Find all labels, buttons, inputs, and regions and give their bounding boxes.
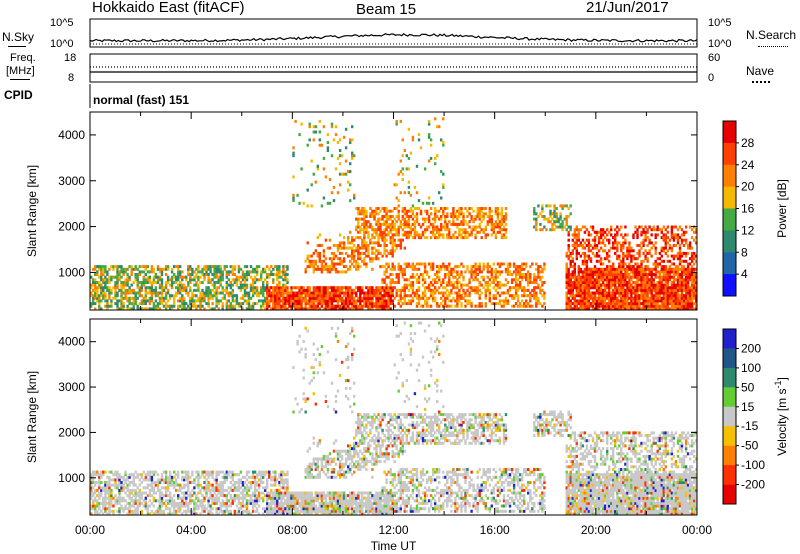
power-colorbar-swatch <box>723 186 736 209</box>
velocity-colorbar-frame <box>722 328 737 505</box>
xtick-label: 00:00 <box>75 523 105 537</box>
nsky-legend-line <box>8 46 26 47</box>
nsearch-tick-top: 10^5 <box>708 17 732 29</box>
velocity-colorbar-swatch <box>723 426 736 446</box>
freq-panel-frame <box>89 53 698 83</box>
colorbar-tick-label: -200 <box>741 478 765 492</box>
nsky-tick-bottom: 10^0 <box>50 38 74 50</box>
cpid-mode: normal (fast) 151 <box>93 93 190 107</box>
xtick-label: 20:00 <box>581 523 611 537</box>
colorbar-tick-label: 12 <box>741 223 755 237</box>
velocity-colorbar-swatch <box>723 484 736 505</box>
xtick-label: 16:00 <box>480 523 510 537</box>
freq-legend-line <box>10 79 30 80</box>
power-ylabel: Slant Range [km] <box>25 165 39 257</box>
velocity-colorbar-swatch <box>723 465 736 485</box>
nave-legend-line <box>752 81 770 83</box>
colorbar-tick-label: 50 <box>741 380 755 394</box>
ytick-label: 3000 <box>58 174 85 188</box>
freq-unit-label: [MHz] <box>6 65 35 77</box>
power-colorbar-swatch <box>723 274 736 297</box>
power-colorbar-swatch <box>723 121 736 144</box>
nsearch-label: N.Search <box>746 28 797 42</box>
power-heatmap <box>90 117 698 311</box>
nsky-panel-frame <box>89 18 698 48</box>
colorbar-tick-label: -15 <box>741 419 759 433</box>
power-colorbar-swatch <box>723 164 736 187</box>
ytick-label: 2000 <box>58 425 85 439</box>
nave-label: Nave <box>746 64 775 78</box>
nsearch-legend-line <box>758 46 788 47</box>
xtick-label: 00:00 <box>682 523 712 537</box>
nsky-tick-top: 10^5 <box>50 17 74 29</box>
nsky-label: N.Sky <box>2 30 35 44</box>
ytick-label: 4000 <box>58 128 85 142</box>
colorbar-tick-label: 15 <box>741 400 755 414</box>
colorbar-tick-label: 16 <box>741 202 755 216</box>
colorbar-tick-label: 28 <box>741 136 755 150</box>
power-colorbar-swatch <box>723 252 736 275</box>
ytick-label: 1000 <box>58 471 85 485</box>
cpid-label: CPID <box>4 88 33 102</box>
radar-title: Hokkaido East (fitACF) <box>92 0 245 16</box>
colorbar-tick-label: 24 <box>741 158 755 172</box>
freq-tick-top: 18 <box>64 52 77 64</box>
nsky-series <box>89 33 698 43</box>
freq-label: Freq. <box>10 52 36 64</box>
power-colorbar-swatch <box>723 230 736 253</box>
xtick-label: 04:00 <box>176 523 206 537</box>
beam-label: Beam 15 <box>356 1 417 18</box>
xtick-label: 12:00 <box>378 523 408 537</box>
velocity-colorbar-label: Velocity [m s-1] <box>773 377 789 456</box>
velocity-colorbar-swatch <box>723 387 736 407</box>
nsearch-tick-bottom: 10^0 <box>708 38 732 50</box>
colorbar-tick-label: 200 <box>741 341 761 355</box>
xtick-label: 08:00 <box>277 523 307 537</box>
velocity-ylabel: Slant Range [km] <box>25 371 39 463</box>
velocity-colorbar-swatch <box>723 445 736 466</box>
velocity-colorbar-swatch <box>723 329 736 349</box>
colorbar-tick-label: -50 <box>741 439 759 453</box>
nave-tick-bottom: 0 <box>708 72 715 84</box>
xaxis-label: Time UT <box>371 539 417 553</box>
power-colorbar-swatch <box>723 208 736 231</box>
colorbar-tick-label: 100 <box>741 361 761 375</box>
ytick-label: 2000 <box>58 220 85 234</box>
velocity-colorbar-swatch <box>723 406 736 427</box>
colorbar-tick-label: -100 <box>741 458 765 472</box>
colorbar-tick-label: 4 <box>741 267 748 281</box>
velocity-colorbar-swatch <box>723 348 736 369</box>
ytick-label: 1000 <box>58 265 85 279</box>
ytick-label: 3000 <box>58 380 85 394</box>
velocity-colorbar-swatch <box>723 367 736 388</box>
colorbar-tick-label: 20 <box>741 180 755 194</box>
colorbar-tick-label: 8 <box>741 245 748 259</box>
ytick-label: 4000 <box>58 335 85 349</box>
velocity-heatmap <box>90 321 698 516</box>
power-colorbar-label: Power [dB] <box>775 179 789 238</box>
power-colorbar-swatch <box>723 142 736 166</box>
freq-tick-bottom: 8 <box>68 72 75 84</box>
nave-tick-top: 60 <box>708 52 721 64</box>
date-label: 21/Jun/2017 <box>586 0 669 16</box>
